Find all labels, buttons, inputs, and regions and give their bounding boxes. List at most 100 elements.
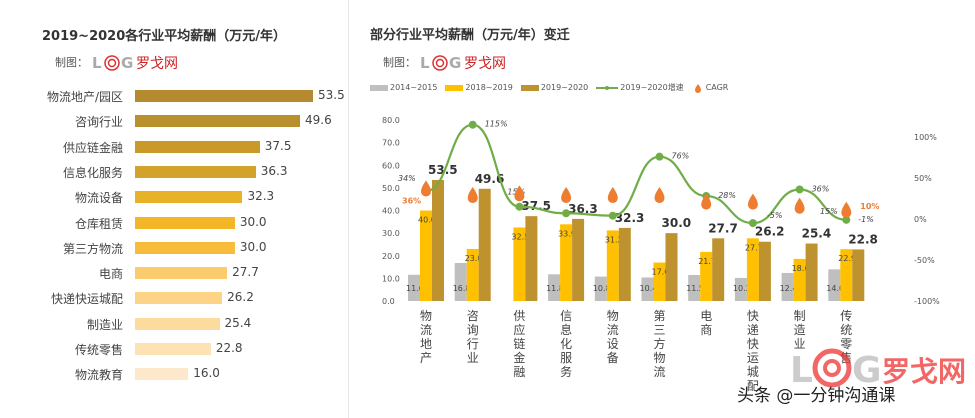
bar-value-label: 53.5 — [318, 88, 345, 102]
legend-drop-icon — [694, 83, 701, 93]
growth-label: 34% — [398, 174, 416, 183]
x-category-char: 地 — [420, 337, 432, 351]
bar-value-label: 31.2 — [605, 235, 623, 244]
legend-item: CAGR — [692, 83, 728, 93]
right-credit: 制图： L G 罗戈网 — [383, 54, 512, 72]
bar — [135, 165, 256, 178]
x-category-char: 统 — [840, 323, 852, 337]
x-category-char: 行 — [467, 337, 479, 351]
bar — [135, 216, 235, 229]
bar-value-label: 16.0 — [193, 366, 220, 381]
x-category-char: 物 — [420, 309, 432, 323]
y-tick-label: 70.0 — [382, 139, 400, 148]
y2-tick-label: 50% — [914, 174, 932, 183]
x-category-char: 金 — [513, 350, 525, 365]
bar-value-label: 32.3 — [615, 211, 645, 225]
annotation-label: 15% — [820, 207, 838, 216]
logo-icon: L G 罗戈网 — [420, 54, 506, 72]
credit-label: 制图： — [55, 56, 88, 69]
x-category-char: 第 — [654, 309, 666, 323]
x-category-char: 信 — [560, 309, 572, 323]
x-category-char: 流 — [420, 323, 432, 337]
bar-value-label: 22.8 — [215, 341, 243, 355]
bar-2014~2015 — [734, 277, 747, 301]
bar-2019~2020 — [712, 238, 725, 301]
growth-point — [468, 120, 477, 129]
watermark-logo-icon: L G 罗戈网 — [790, 348, 966, 388]
bar-value-label: 33.9 — [558, 229, 576, 238]
bar — [135, 140, 260, 153]
y2-tick-label: -50% — [914, 256, 935, 265]
bar-2018~2019 — [840, 249, 853, 301]
bar-value-label: 12.4 — [780, 284, 798, 293]
legend-line-icon — [596, 85, 619, 90]
legend-item: 2018~2019 — [445, 83, 513, 92]
left-credit: 制图： L G 罗戈网 — [55, 54, 184, 72]
bar-value-label: 11.8 — [546, 284, 564, 293]
bar — [135, 292, 223, 305]
credit-label: 制图： — [383, 56, 416, 69]
legend-label: 2018~2019 — [465, 83, 513, 92]
bar-2014~2015 — [828, 269, 841, 301]
x-category-char: 设 — [607, 337, 619, 351]
bar-2014~2015 — [548, 274, 561, 301]
cagr-drop-icon — [607, 187, 618, 204]
legend-label: 2019~2020 — [540, 83, 589, 92]
x-category-char: 服 — [560, 351, 572, 365]
growth-label: -1% — [858, 215, 874, 224]
bar-value-label: 22.8 — [848, 232, 878, 246]
bar-value-label: 22.9 — [838, 254, 856, 263]
cagr-drop-icon — [841, 201, 852, 218]
bar-2019~2020 — [525, 216, 538, 301]
bar-value-label: 10.4 — [640, 284, 658, 293]
bar-value-label: 11.5 — [686, 284, 704, 293]
y-tick-label: 0.0 — [382, 297, 395, 306]
bar — [135, 115, 301, 128]
bar-value-label: 27.7 — [232, 265, 259, 280]
cagr-label: 10% — [860, 202, 879, 211]
svg-text:L: L — [420, 54, 430, 72]
bar-value-label: 30.0 — [662, 216, 692, 230]
x-category-char: 化 — [560, 337, 572, 351]
y-tick-label: 20.0 — [382, 252, 400, 261]
bar-category-label: 传统零售 — [74, 343, 123, 357]
bar-value-label: 27.7 — [708, 221, 738, 235]
bar-category-label: 物流地产/园区 — [46, 90, 123, 104]
x-category-char: 询 — [467, 323, 479, 337]
legend-label: 2014~2015 — [390, 83, 438, 92]
x-category-char: 物 — [607, 309, 619, 323]
cagr-drop-icon — [514, 185, 525, 202]
x-category-char: 配 — [747, 379, 759, 393]
growth-label: -5% — [767, 211, 783, 220]
growth-label: 115% — [485, 120, 508, 129]
growth-label: 36% — [812, 184, 830, 193]
bar-2014~2015 — [594, 276, 607, 301]
bar-value-label: 49.6 — [305, 113, 332, 128]
logo-icon: L G 罗戈网 — [92, 54, 178, 72]
legend-item: 2019~2020增速 — [596, 82, 684, 93]
bar-value-label: 27.7 — [745, 243, 763, 252]
bar-value-label: 11.6 — [406, 284, 424, 293]
growth-point — [748, 219, 757, 228]
bar-value-label: 37.5 — [264, 138, 292, 153]
bar-2014~2015 — [641, 277, 654, 301]
x-category-char: 产 — [420, 351, 432, 365]
bar-2014~2015 — [408, 274, 420, 301]
x-category-char: 制 — [794, 309, 806, 323]
growth-point — [795, 185, 804, 194]
bar — [135, 191, 243, 204]
bar-2019~2020 — [805, 243, 818, 301]
bar — [135, 317, 220, 330]
y-tick-label: 60.0 — [382, 161, 400, 170]
svg-text:G: G — [449, 54, 461, 72]
y-tick-label: 80.0 — [382, 116, 400, 125]
bar-value-label: 21.7 — [698, 257, 716, 266]
legend-swatch — [445, 84, 464, 91]
bar-2018~2019 — [420, 210, 432, 301]
bar-value-label: 26.2 — [227, 290, 254, 305]
x-category-char: 快 — [747, 337, 759, 351]
bar-value-label: 40.0 — [418, 216, 436, 225]
legend: 2014~2015 2018~2019 2019~2020 2019~2020增速 CA… — [370, 82, 728, 93]
x-category-char: 流 — [607, 323, 619, 337]
